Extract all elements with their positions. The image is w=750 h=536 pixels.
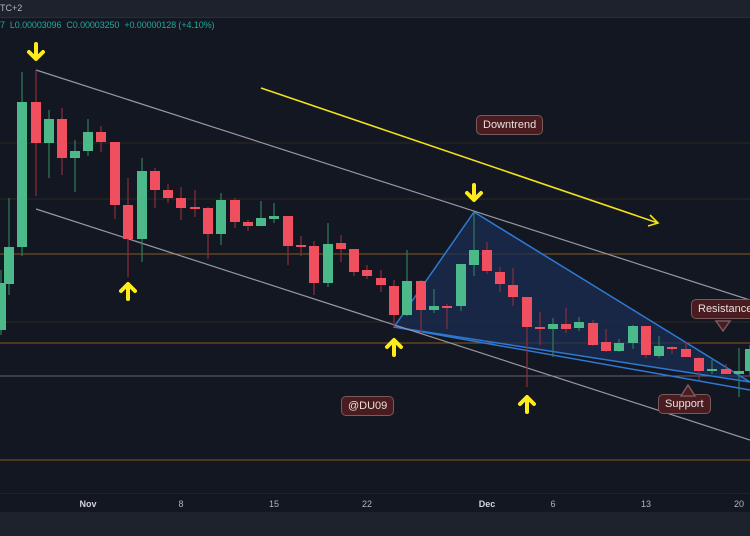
candle[interactable] bbox=[389, 280, 399, 327]
candle[interactable] bbox=[362, 265, 372, 279]
watermark-label: @DU09 bbox=[341, 396, 395, 416]
candle[interactable] bbox=[508, 268, 518, 306]
candle[interactable] bbox=[641, 326, 651, 358]
candle[interactable] bbox=[561, 308, 571, 333]
time-axis-tick: 6 bbox=[550, 499, 556, 509]
time-axis[interactable]: Nov 8 15 22 Dec 6 13 20 bbox=[0, 493, 750, 513]
candle[interactable] bbox=[190, 190, 200, 217]
candle[interactable] bbox=[495, 267, 505, 292]
ohlc-legend: 7 L0.00003096 C0.00003250 +0.00000128 (+4.1… bbox=[0, 20, 219, 30]
candle[interactable] bbox=[283, 216, 293, 265]
time-axis-tick: Dec bbox=[478, 499, 496, 509]
candle[interactable] bbox=[163, 184, 173, 203]
arrow-down-icon bbox=[465, 183, 483, 202]
candle[interactable] bbox=[402, 250, 412, 316]
ohlc-change: +0.00000128 (+4.10%) bbox=[124, 20, 215, 30]
chart-footer bbox=[0, 512, 750, 536]
arrow-up-icon bbox=[119, 282, 137, 301]
channel-line[interactable] bbox=[35, 208, 750, 441]
candle[interactable] bbox=[707, 360, 717, 374]
candle[interactable] bbox=[0, 270, 6, 335]
chart-header-bar: TC+2 bbox=[0, 0, 750, 18]
channel-line[interactable] bbox=[35, 69, 750, 301]
candle[interactable] bbox=[721, 364, 731, 374]
candle[interactable] bbox=[203, 207, 213, 259]
arrow-up-icon bbox=[518, 395, 536, 414]
descending-channel bbox=[35, 69, 750, 441]
arrow-down-icon bbox=[27, 42, 45, 61]
resistance-label[interactable]: Resistance bbox=[691, 299, 750, 319]
candle[interactable] bbox=[110, 142, 120, 219]
time-axis-tick: 22 bbox=[361, 499, 373, 509]
candle[interactable] bbox=[83, 119, 93, 156]
wedge-shape[interactable] bbox=[392, 210, 750, 383]
candle[interactable] bbox=[150, 168, 160, 208]
candle[interactable] bbox=[230, 198, 240, 228]
candle[interactable] bbox=[269, 203, 279, 223]
horizontal-levels bbox=[0, 142, 750, 461]
candle[interactable] bbox=[574, 317, 584, 331]
candle[interactable] bbox=[243, 220, 253, 231]
ohlc-low: L0.00003096 bbox=[9, 20, 62, 30]
candle[interactable] bbox=[429, 289, 439, 313]
wedge-support-line[interactable] bbox=[393, 326, 750, 391]
candle[interactable] bbox=[469, 212, 479, 276]
candle[interactable] bbox=[601, 329, 611, 352]
candle[interactable] bbox=[734, 348, 744, 397]
candle[interactable] bbox=[44, 110, 54, 178]
candle[interactable] bbox=[296, 236, 306, 256]
candle[interactable] bbox=[522, 297, 532, 387]
candle[interactable] bbox=[57, 108, 67, 175]
candle[interactable] bbox=[70, 140, 80, 192]
candle[interactable] bbox=[588, 320, 598, 346]
time-axis-tick: 8 bbox=[178, 499, 184, 509]
candle[interactable] bbox=[442, 304, 452, 329]
candle[interactable] bbox=[96, 126, 106, 152]
candle[interactable] bbox=[548, 318, 558, 357]
candle[interactable] bbox=[176, 187, 186, 220]
downtrend-line[interactable] bbox=[260, 87, 659, 224]
candlesticks bbox=[0, 70, 750, 397]
candle[interactable] bbox=[17, 72, 27, 256]
candle[interactable] bbox=[745, 345, 750, 375]
candle[interactable] bbox=[336, 235, 346, 262]
support-label[interactable]: Support bbox=[658, 394, 711, 414]
candle[interactable] bbox=[323, 223, 333, 287]
candle[interactable] bbox=[694, 357, 704, 380]
candle[interactable] bbox=[309, 241, 319, 295]
candle[interactable] bbox=[614, 339, 624, 352]
candle[interactable] bbox=[681, 342, 691, 357]
time-axis-tick: 15 bbox=[268, 499, 280, 509]
candle[interactable] bbox=[628, 325, 638, 349]
downtrend-label[interactable]: Downtrend bbox=[476, 115, 544, 135]
candle[interactable] bbox=[137, 158, 147, 262]
candle[interactable] bbox=[31, 70, 41, 196]
ohlc-close: C0.00003250 bbox=[66, 20, 120, 30]
candle[interactable] bbox=[456, 264, 466, 311]
candle[interactable] bbox=[654, 336, 664, 358]
time-axis-tick: Nov bbox=[79, 499, 97, 509]
candle[interactable] bbox=[667, 346, 677, 354]
downtrend-arrow bbox=[260, 87, 660, 227]
ohlc-open-suffix: 7 bbox=[0, 20, 5, 30]
candle[interactable] bbox=[216, 193, 226, 245]
time-axis-tick: 13 bbox=[640, 499, 652, 509]
candle[interactable] bbox=[123, 178, 133, 277]
arrow-up-icon bbox=[385, 338, 403, 357]
candle[interactable] bbox=[482, 242, 492, 274]
time-axis-tick: 20 bbox=[733, 499, 745, 509]
candle[interactable] bbox=[535, 312, 545, 345]
arrow-markers bbox=[27, 42, 536, 414]
candle[interactable] bbox=[376, 270, 386, 292]
timezone-label: TC+2 bbox=[0, 3, 23, 13]
arrowhead-icon bbox=[647, 214, 660, 227]
candle[interactable] bbox=[4, 198, 14, 295]
candle[interactable] bbox=[416, 280, 426, 333]
candle[interactable] bbox=[349, 249, 359, 276]
candle[interactable] bbox=[256, 201, 266, 226]
